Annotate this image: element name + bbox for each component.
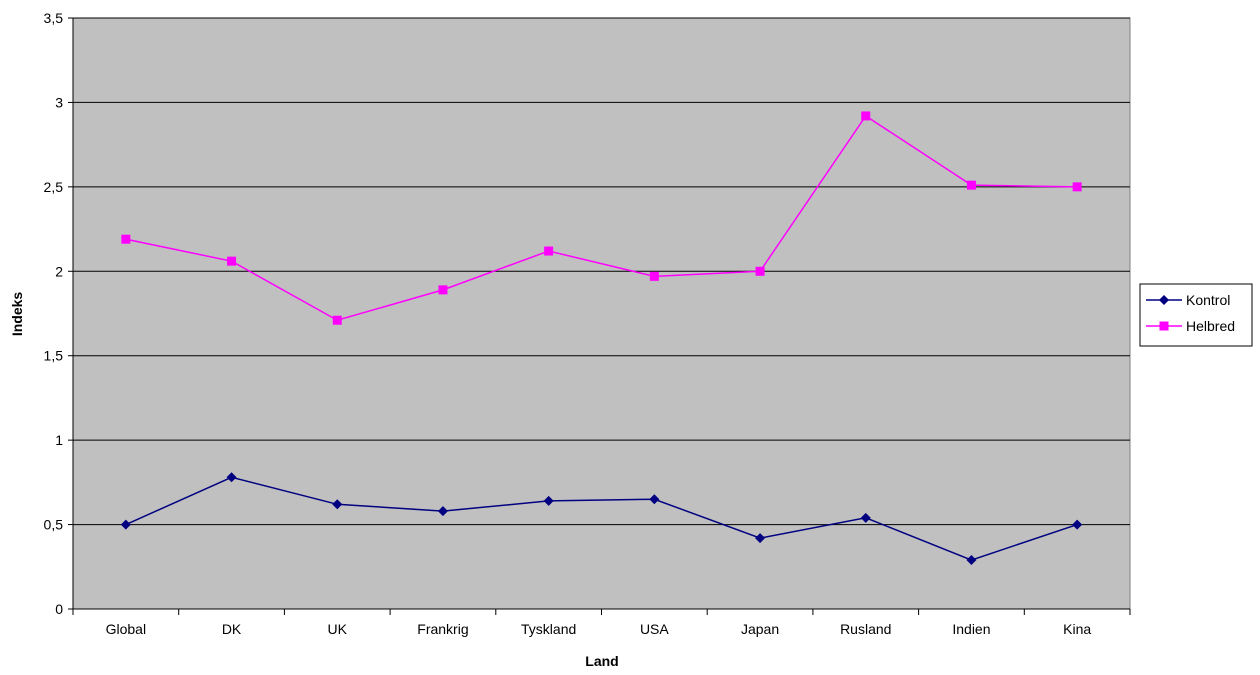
x-tick-label: Japan [741, 621, 779, 637]
data-point-helbred [121, 234, 131, 244]
y-axis-ticks: 0 0,5 1 1,5 2 2,5 3 3,5 [44, 10, 73, 617]
x-tick-label: USA [640, 621, 669, 637]
data-point-kontrol [649, 494, 660, 505]
data-point-kontrol [543, 495, 554, 506]
series-kontrol [120, 472, 1083, 566]
data-point-kontrol [1072, 519, 1083, 530]
legend-item-kontrol: Kontrol [1146, 292, 1230, 308]
data-point-helbred [332, 315, 342, 325]
legend: Kontrol Helbred [1139, 283, 1253, 347]
data-point-helbred [966, 180, 976, 190]
data-point-helbred [649, 271, 659, 281]
data-point-kontrol [966, 555, 977, 566]
x-tick-label: Global [106, 621, 146, 637]
legend-item-helbred: Helbred [1146, 318, 1235, 334]
x-tick-label: Rusland [840, 621, 891, 637]
legend-label: Kontrol [1186, 292, 1230, 308]
data-point-helbred [227, 256, 237, 266]
legend-marker [1159, 295, 1169, 305]
data-point-helbred [544, 246, 554, 256]
x-axis-ticks: Global DK UK Frankrig Tyskland USA Japan Ruslan… [72, 609, 1131, 637]
y-tick-label: 0,5 [44, 517, 64, 533]
data-point-kontrol [332, 499, 343, 510]
legend-marker [1159, 321, 1169, 331]
data-point-helbred [861, 111, 871, 121]
legend-label: Helbred [1186, 318, 1235, 334]
series-line-helbred [125, 114, 1078, 322]
x-tick-label: Tyskland [521, 621, 576, 637]
y-tick-label: 1,5 [44, 348, 64, 364]
y-tick-label: 1 [55, 432, 63, 448]
plot-area [72, 17, 1131, 610]
x-tick-label: Frankrig [417, 621, 468, 637]
series-layer [120, 111, 1083, 566]
y-tick-label: 3 [55, 94, 63, 110]
data-point-kontrol [120, 519, 131, 530]
x-tick-label: Kina [1063, 621, 1091, 637]
legend-box [1139, 283, 1253, 347]
y-tick-label: 2,5 [44, 179, 64, 195]
series-line-kontrol [125, 476, 1078, 561]
y-tick-label: 0 [55, 601, 63, 617]
data-point-kontrol [226, 472, 237, 483]
series-helbred [121, 111, 1082, 325]
data-point-helbred [438, 285, 448, 295]
data-point-kontrol [860, 512, 871, 523]
data-point-helbred [755, 266, 765, 276]
data-point-kontrol [755, 533, 766, 544]
data-point-helbred [1072, 182, 1082, 192]
data-point-kontrol [437, 506, 448, 517]
x-axis-title: Land [585, 653, 618, 669]
y-axis-title: Indeks [9, 292, 25, 337]
y-tick-label: 3,5 [44, 10, 64, 26]
x-tick-label: UK [328, 621, 348, 637]
x-tick-label: DK [222, 621, 242, 637]
y-tick-label: 2 [55, 263, 63, 279]
x-tick-label: Indien [952, 621, 990, 637]
